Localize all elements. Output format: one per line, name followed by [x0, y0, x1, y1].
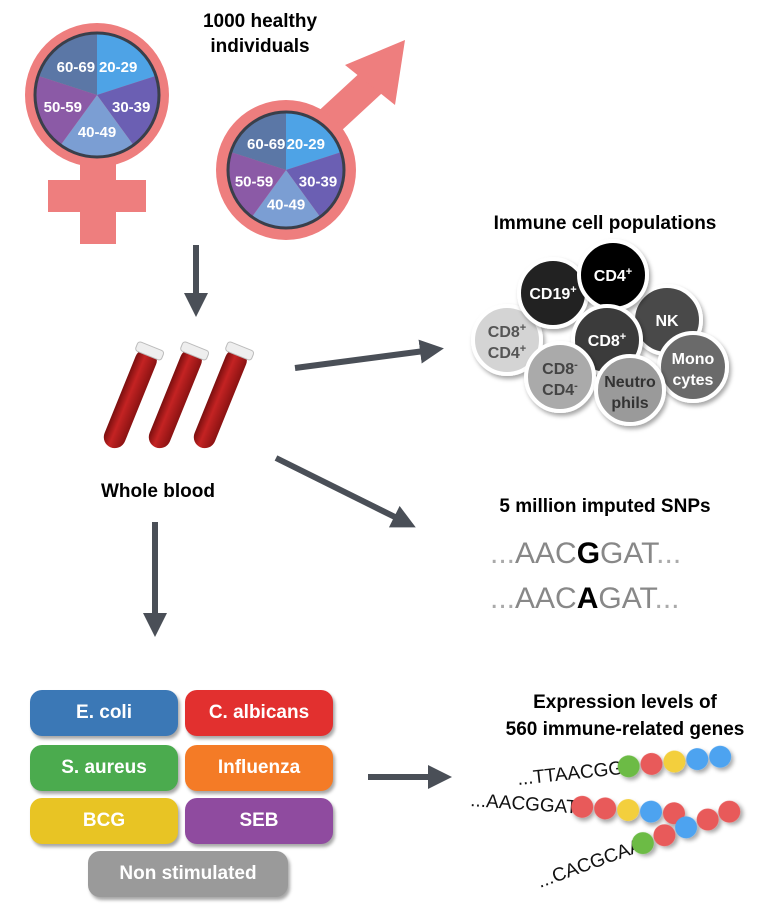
female-age-pie-border: [33, 31, 161, 159]
snp-seq-2: ...AACAGAT...: [490, 582, 680, 615]
expression-bead: [617, 799, 640, 822]
expression-bead: [663, 750, 686, 773]
cell-label: CD8+: [588, 331, 626, 350]
male-age-slice-20-29: [286, 112, 342, 170]
stimulus-bcg: BCG: [30, 798, 178, 844]
stimulus-s-aureus: S. aureus: [30, 745, 178, 791]
male-age-slice-40-49: [251, 170, 321, 228]
cell-population: CD8+ CD4+: [471, 304, 543, 376]
gene-expression-rows: ...TTAACGG...AACGGAT ...CACGCAA: [470, 745, 741, 893]
cell-circle: [657, 331, 729, 403]
female-symbol: 20-29 30-39 40-49 50-59 60-69: [25, 23, 169, 244]
male-arrow-head: [345, 40, 405, 105]
expression-bead: [718, 800, 741, 823]
expression-bead: [686, 748, 709, 771]
female-age-slice-40-49: [60, 95, 134, 158]
expression-bead: [640, 752, 663, 775]
expression-bead: [675, 816, 698, 839]
snps-title: 5 million imputed SNPs: [499, 496, 710, 517]
cell-label: CD19+: [529, 284, 576, 303]
expression-row: ...TTAACGG: [516, 745, 732, 790]
expression-bead: [594, 797, 617, 820]
stimulus-non-stimulated: Non stimulated: [88, 851, 288, 897]
female-age-slice-50-59: [34, 75, 97, 146]
cell-label: Neutro: [604, 374, 656, 391]
gene-sequence: ...CACGCAA: [535, 835, 646, 892]
expression-bead: [617, 755, 640, 778]
male-age-label: 20-29: [287, 136, 325, 153]
expression-title-line2: 560 immune-related genes: [506, 719, 745, 740]
expression-row: ...AACGGAT: [470, 790, 685, 825]
male-age-slice-60-69: [230, 112, 286, 170]
snp-seq-1: ...AACGGAT...: [490, 537, 681, 570]
male-age-pie: 20-29 30-39 40-49 50-59 60-69: [226, 110, 346, 230]
male-age-pie-border: [226, 110, 346, 230]
female-age-label: 40-49: [78, 124, 116, 141]
cell-label: CD4-: [542, 380, 578, 399]
stimulus-c-albicans: C. albicans: [185, 690, 333, 736]
gene-sequence: ...TTAACGG: [516, 758, 624, 790]
cells-title: Immune cell populations: [494, 213, 717, 234]
cell-label: cytes: [673, 372, 714, 389]
female-age-slice-30-39: [97, 75, 159, 146]
expression-bead: [631, 832, 654, 855]
female-age-label: 20-29: [99, 59, 137, 76]
cell-circle: [524, 341, 596, 413]
female-age-label: 50-59: [44, 99, 82, 116]
cell-label: CD8-: [542, 359, 578, 378]
snp-sequences: ...AACGGAT... ...AACAGAT...: [490, 537, 681, 615]
cell-label: phils: [611, 395, 648, 412]
cell-population: Neutro phils: [594, 354, 666, 426]
arrows: [143, 245, 452, 789]
cell-population: CD4+: [577, 239, 649, 311]
cell-population: CD8- CD4-: [524, 341, 596, 413]
cohort-title-line2: individuals: [210, 36, 309, 57]
arrow-blood-to-snps: [274, 455, 416, 528]
male-age-label: 30-39: [299, 173, 337, 190]
female-age-label: 30-39: [112, 99, 150, 116]
male-age-slice-30-39: [286, 152, 344, 217]
cell-populations: CD8+ CD4+ NK CD19+ CD4+ CD8+ CD8- CD4- Mono cytes…: [471, 239, 729, 426]
stimulus-e-coli: E. coli: [30, 690, 178, 736]
expression-bead: [696, 808, 719, 831]
female-age-pie: 20-29 30-39 40-49 50-59 60-69: [33, 31, 161, 159]
male-age-label: 40-49: [267, 197, 305, 214]
gene-sequence: ...AACGGAT: [470, 790, 579, 818]
stimulus-seb: SEB: [185, 798, 333, 844]
female-age-slice-60-69: [38, 33, 97, 95]
male-symbol: 20-29 30-39 40-49 50-59 60-69: [216, 40, 405, 240]
cell-label: CD4+: [488, 343, 526, 362]
male-age-label: 50-59: [235, 173, 273, 190]
male-age-slice-50-59: [227, 152, 286, 217]
expression-title-line1: Expression levels of: [533, 692, 717, 713]
expression-bead: [571, 795, 594, 818]
expression-bead: [640, 800, 663, 823]
cell-circle: [471, 304, 543, 376]
cell-label: CD8+: [488, 322, 526, 341]
cell-label: CD4+: [594, 266, 632, 285]
female-cross-horizontal: [48, 180, 146, 212]
cohort-title-line1: 1000 healthy: [203, 11, 317, 32]
cell-label: Mono: [672, 351, 715, 368]
expression-bead: [709, 745, 732, 768]
stimulus-influenza: Influenza: [185, 745, 333, 791]
blood-tubes-icon: [103, 341, 255, 449]
cell-population: Mono cytes: [657, 331, 729, 403]
expression-bead: [653, 824, 676, 847]
female-age-slice-20-29: [97, 33, 156, 95]
male-age-label: 60-69: [247, 136, 285, 153]
arrow-blood-to-cells: [294, 339, 444, 371]
female-age-label: 60-69: [57, 59, 95, 76]
whole-blood-label: Whole blood: [101, 481, 215, 502]
cell-circle: [594, 354, 666, 426]
cell-label: NK: [655, 313, 679, 330]
cell-population: CD19+: [517, 257, 589, 329]
